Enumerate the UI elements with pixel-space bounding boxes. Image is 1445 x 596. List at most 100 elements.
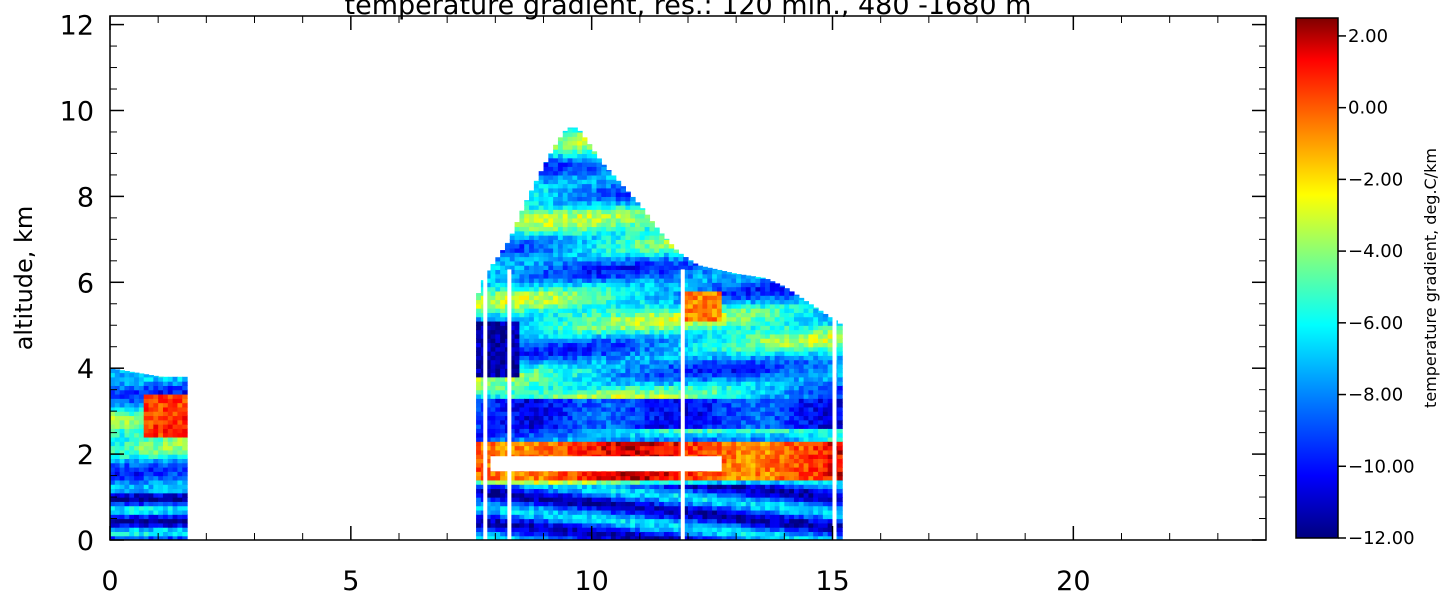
heatmap-cell <box>663 346 670 352</box>
heatmap-cell <box>644 535 651 540</box>
heatmap-cell <box>495 338 501 344</box>
heatmap-cell <box>692 269 699 275</box>
heatmap-cell <box>591 320 598 326</box>
heatmap-cell <box>110 368 116 374</box>
heatmap-cell <box>591 265 598 271</box>
heatmap-cell <box>177 406 183 412</box>
heatmap-cell <box>630 295 636 301</box>
heatmap-cell <box>476 531 482 537</box>
heatmap-cell <box>606 492 612 498</box>
heatmap-cell <box>519 402 525 408</box>
heatmap-cell <box>572 157 578 163</box>
heatmap-cell <box>683 419 689 425</box>
heatmap-cell <box>548 346 554 352</box>
heatmap-cell <box>148 398 154 404</box>
heatmap-cell <box>543 479 549 485</box>
heatmap-cell <box>533 273 540 279</box>
heatmap-cell <box>586 243 593 249</box>
heatmap-cell <box>529 381 535 386</box>
heatmap-cell <box>736 346 742 352</box>
heatmap-cell <box>601 441 607 447</box>
heatmap-cell <box>736 402 742 408</box>
heatmap-cell <box>635 475 641 481</box>
heatmap-cell <box>548 316 554 322</box>
heatmap-cell <box>692 398 699 404</box>
heatmap-cell <box>543 226 549 232</box>
heatmap-cell <box>601 372 607 378</box>
heatmap-cell <box>668 398 675 404</box>
heatmap-cell <box>688 265 694 271</box>
heatmap-cell <box>562 501 569 507</box>
heatmap-cell <box>635 406 641 412</box>
heatmap-cell <box>553 441 559 447</box>
heatmap-cell <box>716 355 723 361</box>
heatmap-cell <box>524 303 530 309</box>
heatmap-cell <box>476 385 482 391</box>
heatmap-cell <box>697 320 704 326</box>
heatmap-cell <box>586 260 593 266</box>
heatmap-cell <box>721 488 728 494</box>
heatmap-cell <box>182 402 188 408</box>
heatmap-cell <box>688 531 694 537</box>
heatmap-cell <box>596 196 602 202</box>
heatmap-cell <box>562 363 569 369</box>
heatmap-cell <box>153 393 159 399</box>
heatmap-cell <box>495 312 501 318</box>
heatmap-cell <box>740 308 747 313</box>
heatmap-cell <box>533 355 540 361</box>
heatmap-cell <box>114 505 121 511</box>
heatmap-cell <box>625 286 631 292</box>
heatmap-cell <box>572 527 578 533</box>
heatmap-cell <box>514 501 521 507</box>
heatmap-cell <box>577 518 583 524</box>
heatmap-cell <box>110 432 116 438</box>
heatmap-cell <box>567 192 573 197</box>
heatmap-cell <box>119 501 126 507</box>
heatmap-cell <box>736 303 742 309</box>
heatmap-cell <box>591 402 598 408</box>
heatmap-cell <box>533 424 540 429</box>
heatmap-cell <box>495 278 501 283</box>
heatmap-cell <box>529 222 535 228</box>
heatmap-cell <box>577 441 583 447</box>
heatmap-cell <box>716 269 723 275</box>
heatmap-cell <box>533 398 540 404</box>
heatmap-cell <box>654 441 660 447</box>
heatmap-cell <box>485 355 492 361</box>
heatmap-cell <box>610 475 617 481</box>
heatmap-cell <box>688 351 694 356</box>
heatmap-cell <box>601 222 607 228</box>
heatmap-cell <box>649 325 655 331</box>
heatmap-cell <box>601 209 607 215</box>
heatmap-cell <box>702 509 708 515</box>
heatmap-cell <box>110 445 116 451</box>
heatmap-cell <box>673 265 679 271</box>
heatmap-cell <box>557 144 564 150</box>
heatmap-cell <box>172 406 179 412</box>
heatmap-cell <box>740 475 747 481</box>
heatmap-cell <box>635 295 641 301</box>
heatmap-cell <box>659 260 665 266</box>
heatmap-cell <box>577 278 583 283</box>
heatmap-cell <box>620 192 626 197</box>
heatmap-cell <box>745 445 752 451</box>
heatmap-cell <box>639 213 646 219</box>
heatmap-cell <box>524 351 530 356</box>
heatmap-cell <box>557 166 564 172</box>
heatmap-cell <box>582 346 588 352</box>
heatmap-cell <box>721 492 728 498</box>
heatmap-cell <box>712 484 718 490</box>
heatmap-cell <box>490 497 496 502</box>
heatmap-cell <box>577 471 583 477</box>
heatmap-cell <box>630 471 636 477</box>
heatmap-cell <box>615 535 622 540</box>
heatmap-cell <box>663 342 670 348</box>
heatmap-cell <box>610 286 617 292</box>
heatmap-cell <box>601 497 607 502</box>
heatmap-cell <box>562 346 569 352</box>
heatmap-cell <box>509 393 516 399</box>
heatmap-cell <box>490 363 496 369</box>
heatmap-cell <box>485 441 492 447</box>
heatmap-cell <box>606 247 612 253</box>
heatmap-cell <box>577 144 583 150</box>
